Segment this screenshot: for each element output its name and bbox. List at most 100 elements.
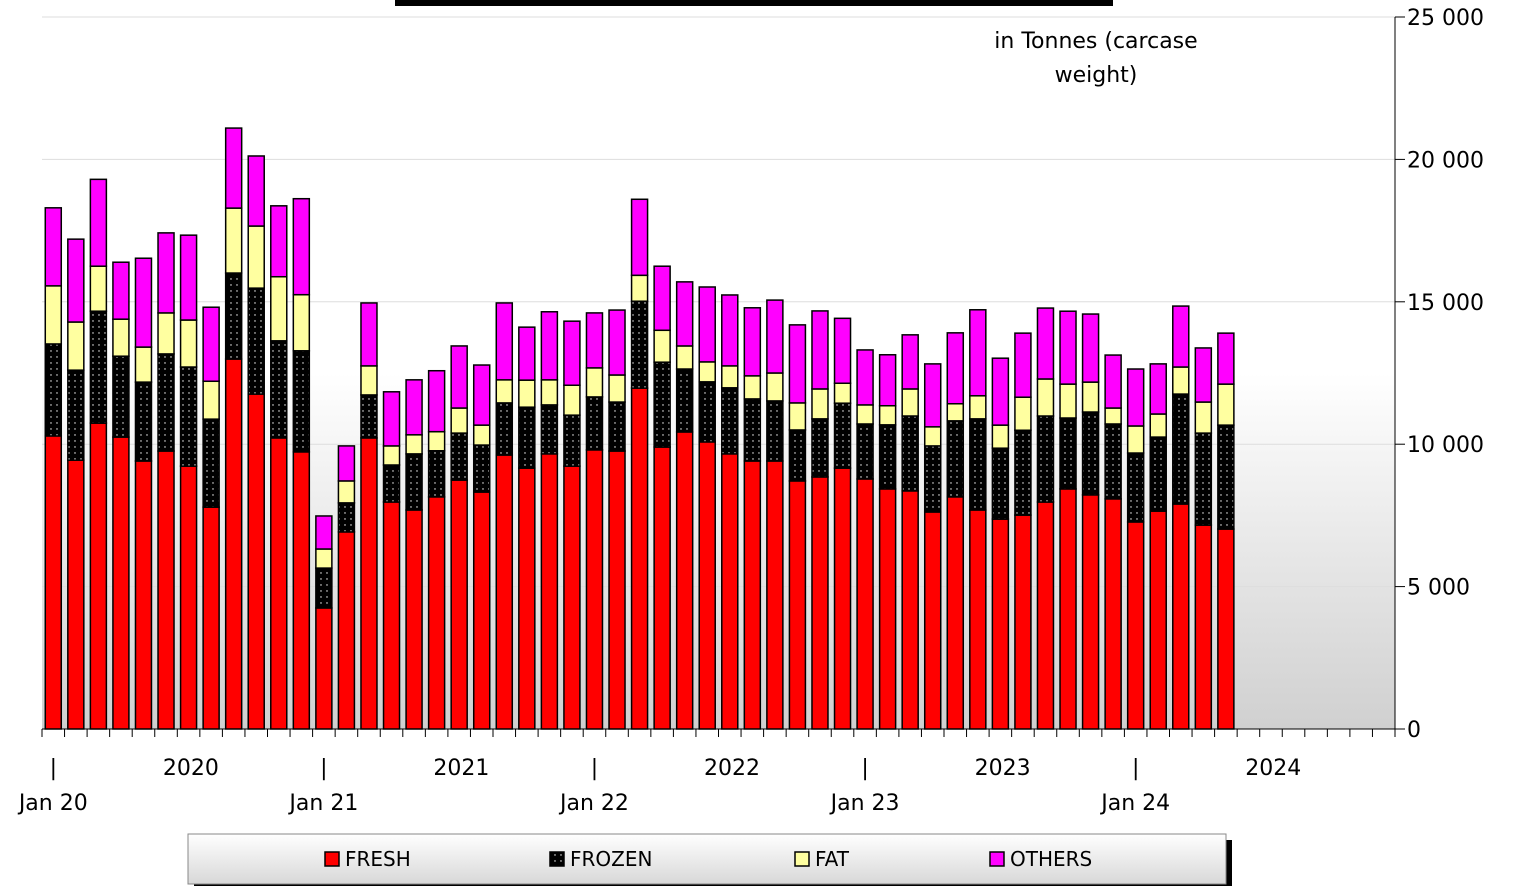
bar-segment xyxy=(1217,383,1235,426)
bar-segment xyxy=(1104,423,1122,500)
bar-segment xyxy=(878,424,897,490)
bar-segment xyxy=(224,358,243,730)
bar-segment xyxy=(179,465,198,730)
annotation: weight) xyxy=(1055,63,1138,88)
bar-segment xyxy=(450,432,468,481)
bar-segment xyxy=(991,518,1010,730)
y-tick-label: 0 xyxy=(1407,718,1421,743)
bar-segment xyxy=(134,381,153,462)
bar-segment xyxy=(315,515,333,550)
bar-segment xyxy=(923,363,942,428)
bar-segment xyxy=(1149,436,1167,512)
bar-segment xyxy=(698,381,716,443)
bar-segment xyxy=(518,406,536,469)
bar-segment xyxy=(1194,432,1213,526)
bar-segment xyxy=(788,402,807,431)
bar-segment xyxy=(788,429,807,482)
x-tick-label: Jan 22 xyxy=(558,791,629,816)
bar-segment xyxy=(427,430,446,452)
bar-segment xyxy=(833,402,852,469)
bar-segment xyxy=(653,446,671,730)
bar-segment xyxy=(698,441,716,730)
y-tick-label: 10 000 xyxy=(1407,433,1484,458)
x-tick-label: Jan 21 xyxy=(287,791,358,816)
bar-segment xyxy=(44,343,63,437)
bar-segment xyxy=(923,426,942,447)
bar-segment xyxy=(472,424,491,446)
bar-segment xyxy=(134,460,153,730)
bar-segment xyxy=(969,395,987,420)
bar-segment xyxy=(856,404,874,425)
bar-segment xyxy=(833,382,852,404)
bar-segment xyxy=(134,257,153,348)
year-label: 2021 xyxy=(433,756,489,781)
bar-segment xyxy=(901,490,919,730)
bar-segment xyxy=(585,312,604,369)
bar-segment xyxy=(202,306,220,383)
bar-segment xyxy=(179,319,198,368)
bar-segment xyxy=(788,480,807,730)
bar-segment xyxy=(608,309,626,376)
bar-segment xyxy=(811,418,829,478)
bar-segment xyxy=(540,453,559,730)
bar-segment xyxy=(721,294,739,367)
bar-segment xyxy=(247,155,265,227)
bar-segment xyxy=(991,424,1010,449)
x-tick-label: Jan 24 xyxy=(1099,791,1170,816)
bar-segment xyxy=(518,326,536,381)
bar-segment xyxy=(224,207,243,274)
bar-segment xyxy=(675,281,694,347)
y-tick-label: 5 000 xyxy=(1407,576,1470,601)
bar-segment xyxy=(1126,521,1145,730)
bar-segment xyxy=(766,299,784,374)
bar-segment xyxy=(991,447,1010,520)
legend-swatch xyxy=(324,851,340,867)
bar-segment xyxy=(608,374,626,403)
bar-segment xyxy=(134,346,153,383)
legend xyxy=(187,833,1227,885)
bar-segment xyxy=(563,384,581,416)
bar-segment xyxy=(405,379,423,436)
bar-segment xyxy=(337,445,356,482)
bar-segment xyxy=(67,369,85,461)
y-tick-label: 25 000 xyxy=(1407,6,1484,31)
legend-swatch xyxy=(989,851,1005,867)
bar-segment xyxy=(1104,498,1122,730)
bar-segment xyxy=(157,312,175,355)
bar-segment xyxy=(450,345,468,409)
bar-segment xyxy=(630,300,649,389)
bar-segment xyxy=(675,368,694,433)
bar-segment xyxy=(969,309,987,397)
bar-segment xyxy=(811,310,829,390)
bar-segment xyxy=(923,445,942,513)
bar-segment xyxy=(1014,396,1032,431)
bar-segment xyxy=(360,302,378,367)
bar-segment xyxy=(1126,368,1145,427)
bar-segment xyxy=(856,423,874,480)
bar-segment xyxy=(1059,488,1077,730)
bar-segment xyxy=(382,391,401,447)
bar-segment xyxy=(360,394,378,439)
bar-segment xyxy=(495,302,514,381)
bar-segment xyxy=(202,380,220,420)
bar-segment xyxy=(270,340,288,439)
bar-segment xyxy=(1194,524,1213,730)
x-tick-label: Jan 23 xyxy=(829,791,900,816)
bar-segment xyxy=(450,479,468,730)
bar-segment xyxy=(743,460,762,730)
bar-segment xyxy=(67,321,85,371)
bar-segment xyxy=(1217,332,1235,385)
bar-segment xyxy=(247,287,265,395)
bar-segment xyxy=(721,365,739,389)
bar-segment xyxy=(1014,514,1032,730)
bar-segment xyxy=(811,476,829,730)
bar-segment xyxy=(743,307,762,377)
bar-segment xyxy=(405,434,423,455)
bar-segment xyxy=(315,567,333,609)
bar-segment xyxy=(112,318,130,357)
bar-segment xyxy=(540,379,559,406)
bar-segment xyxy=(946,420,965,498)
bar-segment xyxy=(878,354,897,407)
bar-segment xyxy=(1014,429,1032,516)
bar-segment xyxy=(1149,413,1167,438)
